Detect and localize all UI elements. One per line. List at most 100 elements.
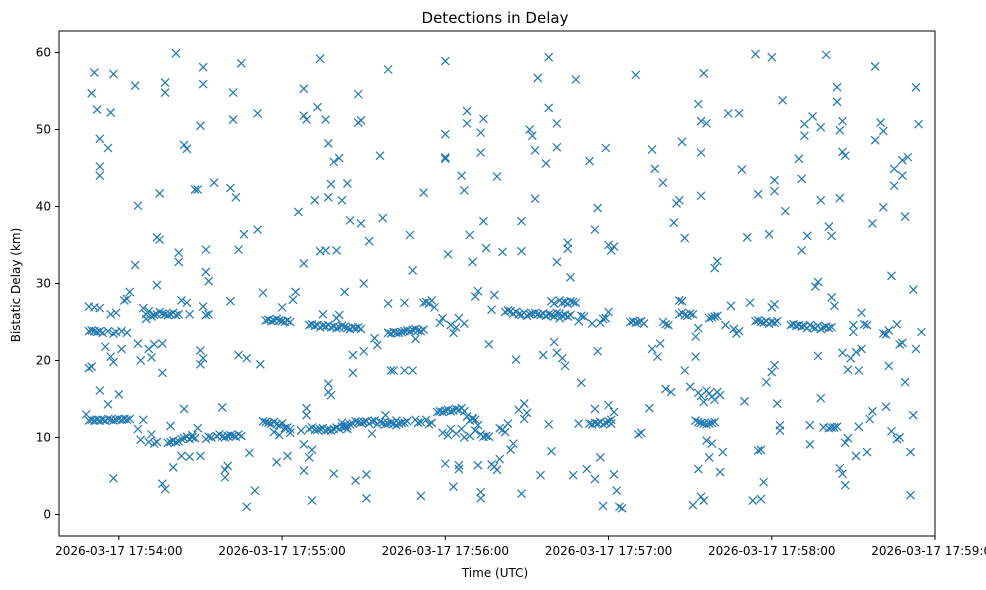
detection-point: [587, 319, 597, 328]
detection-point: [884, 361, 894, 371]
detection-point: [691, 332, 701, 342]
detection-point: [775, 426, 785, 435]
detection-point: [503, 306, 513, 315]
detection-point: [266, 316, 276, 326]
detection-point: [370, 416, 380, 425]
x-tick-label: 2026-03-17 17:58:00: [708, 544, 835, 558]
detection-point: [201, 245, 211, 255]
detection-point: [272, 314, 282, 324]
detection-point: [133, 339, 143, 348]
detection-point: [236, 58, 246, 68]
detection-point: [206, 433, 216, 442]
detection-point: [117, 326, 126, 336]
detection-point: [291, 287, 301, 297]
detection-point: [193, 185, 203, 195]
detection-point: [693, 417, 703, 427]
detection-point: [710, 312, 720, 322]
detection-point: [95, 326, 105, 336]
detection-point: [606, 415, 616, 425]
detection-point: [304, 453, 314, 462]
detection-point: [440, 56, 450, 66]
detection-point: [772, 399, 782, 409]
detection-point: [326, 390, 336, 400]
detection-point: [87, 88, 97, 98]
detection-point: [911, 82, 921, 92]
detection-point: [593, 203, 603, 213]
detection-point: [457, 171, 467, 181]
detection-point: [103, 414, 113, 424]
detection-point: [95, 134, 105, 144]
detection-point: [144, 437, 154, 447]
detection-point: [892, 319, 902, 329]
detection-point: [405, 326, 415, 336]
detection-point: [878, 126, 888, 136]
detection-point: [438, 313, 448, 323]
detection-point: [696, 116, 706, 126]
detection-point: [144, 306, 154, 316]
detection-point: [89, 68, 99, 77]
detection-point: [576, 378, 586, 388]
detection-point: [302, 403, 311, 413]
detection-point: [838, 147, 847, 157]
detection-point: [465, 230, 475, 240]
detection-point: [302, 115, 311, 124]
detection-point: [348, 350, 358, 360]
detection-point: [549, 299, 559, 308]
detection-point: [663, 320, 673, 330]
detection-point: [440, 152, 450, 162]
detection-point: [848, 327, 858, 337]
detection-point: [571, 298, 581, 308]
detection-point: [517, 246, 526, 256]
detection-point: [228, 431, 238, 441]
detection-point: [870, 135, 880, 145]
detection-point: [677, 296, 687, 306]
detection-point: [245, 448, 254, 458]
detection-point: [103, 399, 113, 409]
detection-point: [647, 344, 657, 354]
detection-point: [421, 415, 431, 425]
detection-point: [878, 329, 888, 338]
detection-point: [424, 419, 434, 429]
detection-point: [400, 418, 409, 428]
detection-point: [887, 271, 896, 281]
detection-point: [95, 386, 105, 395]
detection-point: [816, 195, 826, 205]
detection-point: [661, 319, 671, 329]
detection-point: [612, 486, 622, 496]
detection-point: [734, 326, 744, 336]
detection-point: [721, 320, 730, 330]
detection-point: [756, 445, 766, 455]
detection-point: [887, 426, 896, 436]
detection-point: [544, 419, 554, 429]
detection-point: [342, 421, 352, 431]
detection-point: [726, 301, 736, 311]
detection-point: [111, 308, 121, 318]
detection-point: [196, 451, 205, 461]
detection-point: [196, 359, 205, 369]
detection-point: [163, 438, 173, 448]
detection-point: [723, 108, 733, 118]
detection-point: [838, 469, 847, 479]
detection-point: [375, 417, 385, 427]
detection-point: [255, 359, 265, 369]
detection-point: [884, 326, 894, 335]
detection-point: [514, 309, 524, 319]
detection-point: [835, 125, 845, 135]
x-tick-label: 2026-03-17 17:57:00: [545, 544, 672, 558]
detection-point: [356, 418, 366, 428]
detection-point: [141, 314, 151, 324]
detection-point: [225, 183, 235, 193]
detection-point: [459, 185, 469, 195]
detection-point: [225, 296, 235, 306]
detection-point: [585, 156, 594, 166]
detection-point: [108, 416, 118, 425]
detection-point: [666, 387, 676, 397]
detection-point: [277, 302, 287, 312]
detection-point: [805, 439, 815, 449]
detection-point: [416, 417, 426, 427]
detection-point: [900, 212, 910, 221]
detection-point: [598, 419, 608, 429]
detection-point: [748, 496, 758, 506]
detection-point: [364, 236, 374, 246]
detection-point: [718, 447, 728, 457]
